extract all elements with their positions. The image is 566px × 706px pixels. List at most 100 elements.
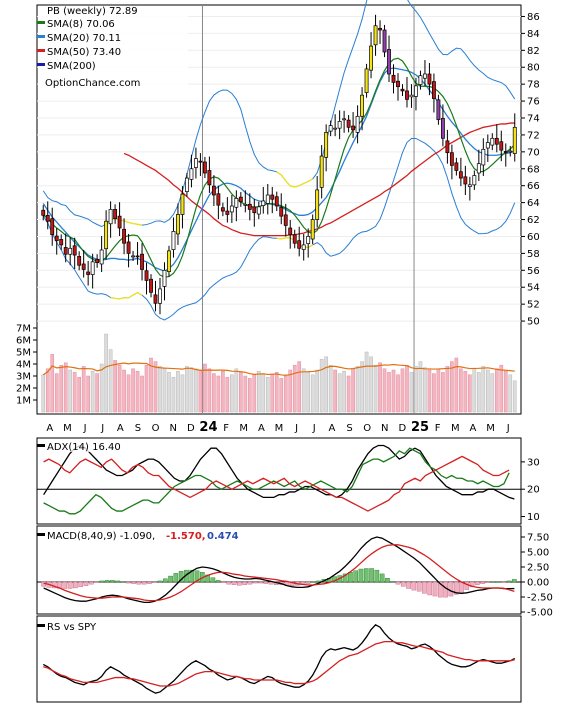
candle-body — [454, 162, 459, 171]
price-panel: 50 52 54 56 58 60 62 64 66 68 70 72 74 76 78 80 82 84 86 1… — [16, 0, 540, 702]
macd-hist-bar — [88, 581, 94, 585]
macd-hist-bar — [311, 581, 316, 583]
volume-bar — [135, 370, 140, 413]
volume-bar — [337, 373, 342, 413]
volume-bar — [99, 363, 104, 413]
x-tick-label: J — [100, 423, 104, 434]
volume-bar — [162, 368, 167, 413]
volume-bar — [212, 373, 216, 413]
macd-hist-bar — [252, 581, 258, 584]
volume-bar — [418, 361, 423, 413]
candle-body — [234, 198, 239, 208]
candle-body — [414, 85, 418, 97]
volume-bar — [81, 366, 86, 413]
candle-body — [265, 194, 270, 204]
volume-bar — [131, 368, 135, 413]
candle-body — [238, 196, 243, 203]
moving-averages — [42, 57, 516, 278]
candle-body — [261, 200, 266, 206]
volume-bar — [171, 376, 176, 413]
volume-bars — [41, 333, 517, 413]
volume-bar — [485, 369, 490, 413]
candle-body — [135, 255, 140, 258]
volume-tick-label: 3M — [16, 372, 31, 383]
candle-body — [95, 258, 100, 264]
macd-hist-bar — [78, 581, 83, 588]
candle-body — [458, 171, 463, 179]
candle-body — [59, 239, 64, 246]
macd-hist-bar — [178, 571, 184, 583]
candle-body — [436, 99, 441, 121]
volume-tick-label: 4M — [16, 360, 31, 371]
legend-swatch-sma50 — [37, 49, 45, 52]
macd-hist-bar — [501, 581, 507, 583]
volume-bar — [176, 370, 180, 413]
volume-bar — [221, 370, 225, 413]
volume-bar — [189, 367, 194, 413]
candle-body — [440, 118, 445, 139]
adx-lines — [43, 444, 515, 515]
legend: PB (weekly) 72.89 SMA(8) 70.06 SMA(20) 7… — [37, 6, 188, 92]
x-tick-label: F — [435, 423, 441, 434]
candle-body — [306, 236, 311, 245]
macd-hist-bar — [242, 581, 247, 585]
price-tick-label: 62 — [527, 215, 540, 226]
volume-bar — [288, 369, 293, 413]
volume-bar — [90, 370, 95, 413]
x-tick-label: N — [169, 423, 176, 434]
indicator-tick-label: 0.00 — [527, 578, 549, 589]
price-tick-label: 76 — [527, 97, 540, 108]
candle-body — [225, 210, 230, 215]
volume-bar — [126, 374, 131, 413]
candle-body — [355, 115, 360, 133]
candle-body — [185, 177, 189, 192]
volume-bar — [369, 356, 373, 413]
volume-bar — [153, 361, 158, 413]
macd-hist-bar — [73, 581, 78, 589]
volume-bar — [234, 368, 239, 413]
x-tick-label: M — [63, 423, 72, 434]
macd-hist-value: 0.474 — [207, 531, 239, 542]
volume-bar — [54, 373, 59, 413]
volume-bar — [144, 364, 149, 413]
x-tick-label: S — [346, 423, 352, 434]
volume-bar — [355, 366, 360, 413]
price-axis: 50 52 54 56 58 60 62 64 66 68 70 72 74 76 78 80 82 84 86 — [521, 12, 540, 328]
volume-bar — [104, 333, 108, 413]
candle-body — [337, 121, 342, 129]
candle-body — [418, 75, 423, 85]
volume-bar — [59, 364, 64, 413]
volume-bar — [409, 372, 414, 413]
adx-axis: 10 20 30 — [521, 457, 540, 523]
sma20-line — [42, 67, 515, 272]
x-tick-label: M — [486, 423, 495, 434]
macd-hist-bar — [305, 581, 311, 584]
candle-body — [117, 215, 122, 229]
candle-body — [503, 151, 508, 154]
volume-bar — [256, 370, 261, 413]
price-tick-label: 60 — [527, 232, 540, 243]
volume-bar — [508, 374, 513, 413]
volume-bar — [360, 361, 364, 413]
volume-bar — [310, 374, 315, 413]
macd-panel: 7.50 5.00 2.50 0.00 -2.50 -5.00 MACD(8,40,9) … — [36, 525, 553, 619]
candle-body — [45, 214, 50, 222]
volume-bar — [351, 368, 355, 413]
x-tick-label: M — [275, 423, 284, 434]
candle-body — [333, 127, 338, 130]
macd-hist-bar — [83, 581, 89, 586]
candle-body — [467, 184, 472, 187]
macd-hist-bar — [432, 581, 438, 597]
volume-bar — [481, 366, 486, 413]
price-tick-label: 72 — [527, 130, 540, 141]
volume-bar — [243, 375, 248, 413]
x-tick-label: J — [506, 423, 510, 434]
candle-body — [247, 203, 252, 210]
volume-bar — [503, 370, 508, 413]
volume-bar — [185, 366, 189, 413]
macd-hist-bar — [390, 581, 396, 583]
candle-body — [81, 263, 86, 270]
volume-bar — [400, 368, 405, 413]
candle-body — [288, 227, 293, 236]
